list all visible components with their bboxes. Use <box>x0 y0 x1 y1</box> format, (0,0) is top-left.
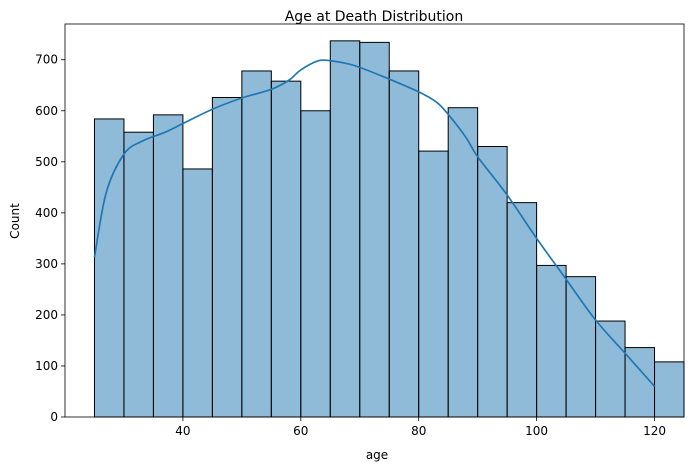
histogram-bar <box>359 41 390 418</box>
plot-frame <box>64 23 685 418</box>
x-tick-label: 60 <box>293 424 308 438</box>
x-tick-label: 100 <box>525 424 548 438</box>
y-tick-label: 500 <box>35 155 58 169</box>
histogram-bar <box>565 276 597 418</box>
y-axis-label: Count <box>8 203 22 239</box>
y-tick-label: 600 <box>35 104 58 118</box>
histogram-bar <box>418 150 449 418</box>
y-tick-label: 400 <box>35 206 58 220</box>
histogram-bar <box>477 145 508 418</box>
kde-line <box>93 59 656 387</box>
y-tick-label: 100 <box>35 359 58 373</box>
histogram-bar <box>182 168 213 418</box>
histogram-bar <box>270 80 302 418</box>
histogram-bar <box>241 70 272 418</box>
histogram-bar <box>447 107 479 418</box>
histogram-bar <box>329 40 361 418</box>
x-axis: 40 60 80 100 120 <box>175 417 666 438</box>
histogram-bar <box>536 264 567 418</box>
histogram-bar <box>300 110 331 418</box>
histogram-bar <box>152 114 184 418</box>
histogram-bar <box>388 70 420 418</box>
y-tick-label: 0 <box>50 410 58 424</box>
y-axis: 0 100 200 300 400 500 600 700 <box>35 53 65 424</box>
y-tick-label: 300 <box>35 257 58 271</box>
y-tick-label: 200 <box>35 308 58 322</box>
x-tick-label: 120 <box>643 424 666 438</box>
x-axis-label: age <box>366 448 388 462</box>
histogram-bar <box>93 118 125 418</box>
y-tick-label: 700 <box>35 53 58 67</box>
histogram-bar <box>123 131 154 418</box>
histogram-bar <box>211 96 243 418</box>
histogram-bar <box>654 361 685 418</box>
histogram-bar <box>595 320 626 418</box>
x-tick-label: 40 <box>175 424 190 438</box>
x-tick-label: 80 <box>411 424 426 438</box>
histogram-bar <box>506 202 538 418</box>
bars-layer <box>93 40 685 418</box>
chart-title: Age at Death Distribution <box>285 9 464 25</box>
kde-layer <box>93 59 656 387</box>
